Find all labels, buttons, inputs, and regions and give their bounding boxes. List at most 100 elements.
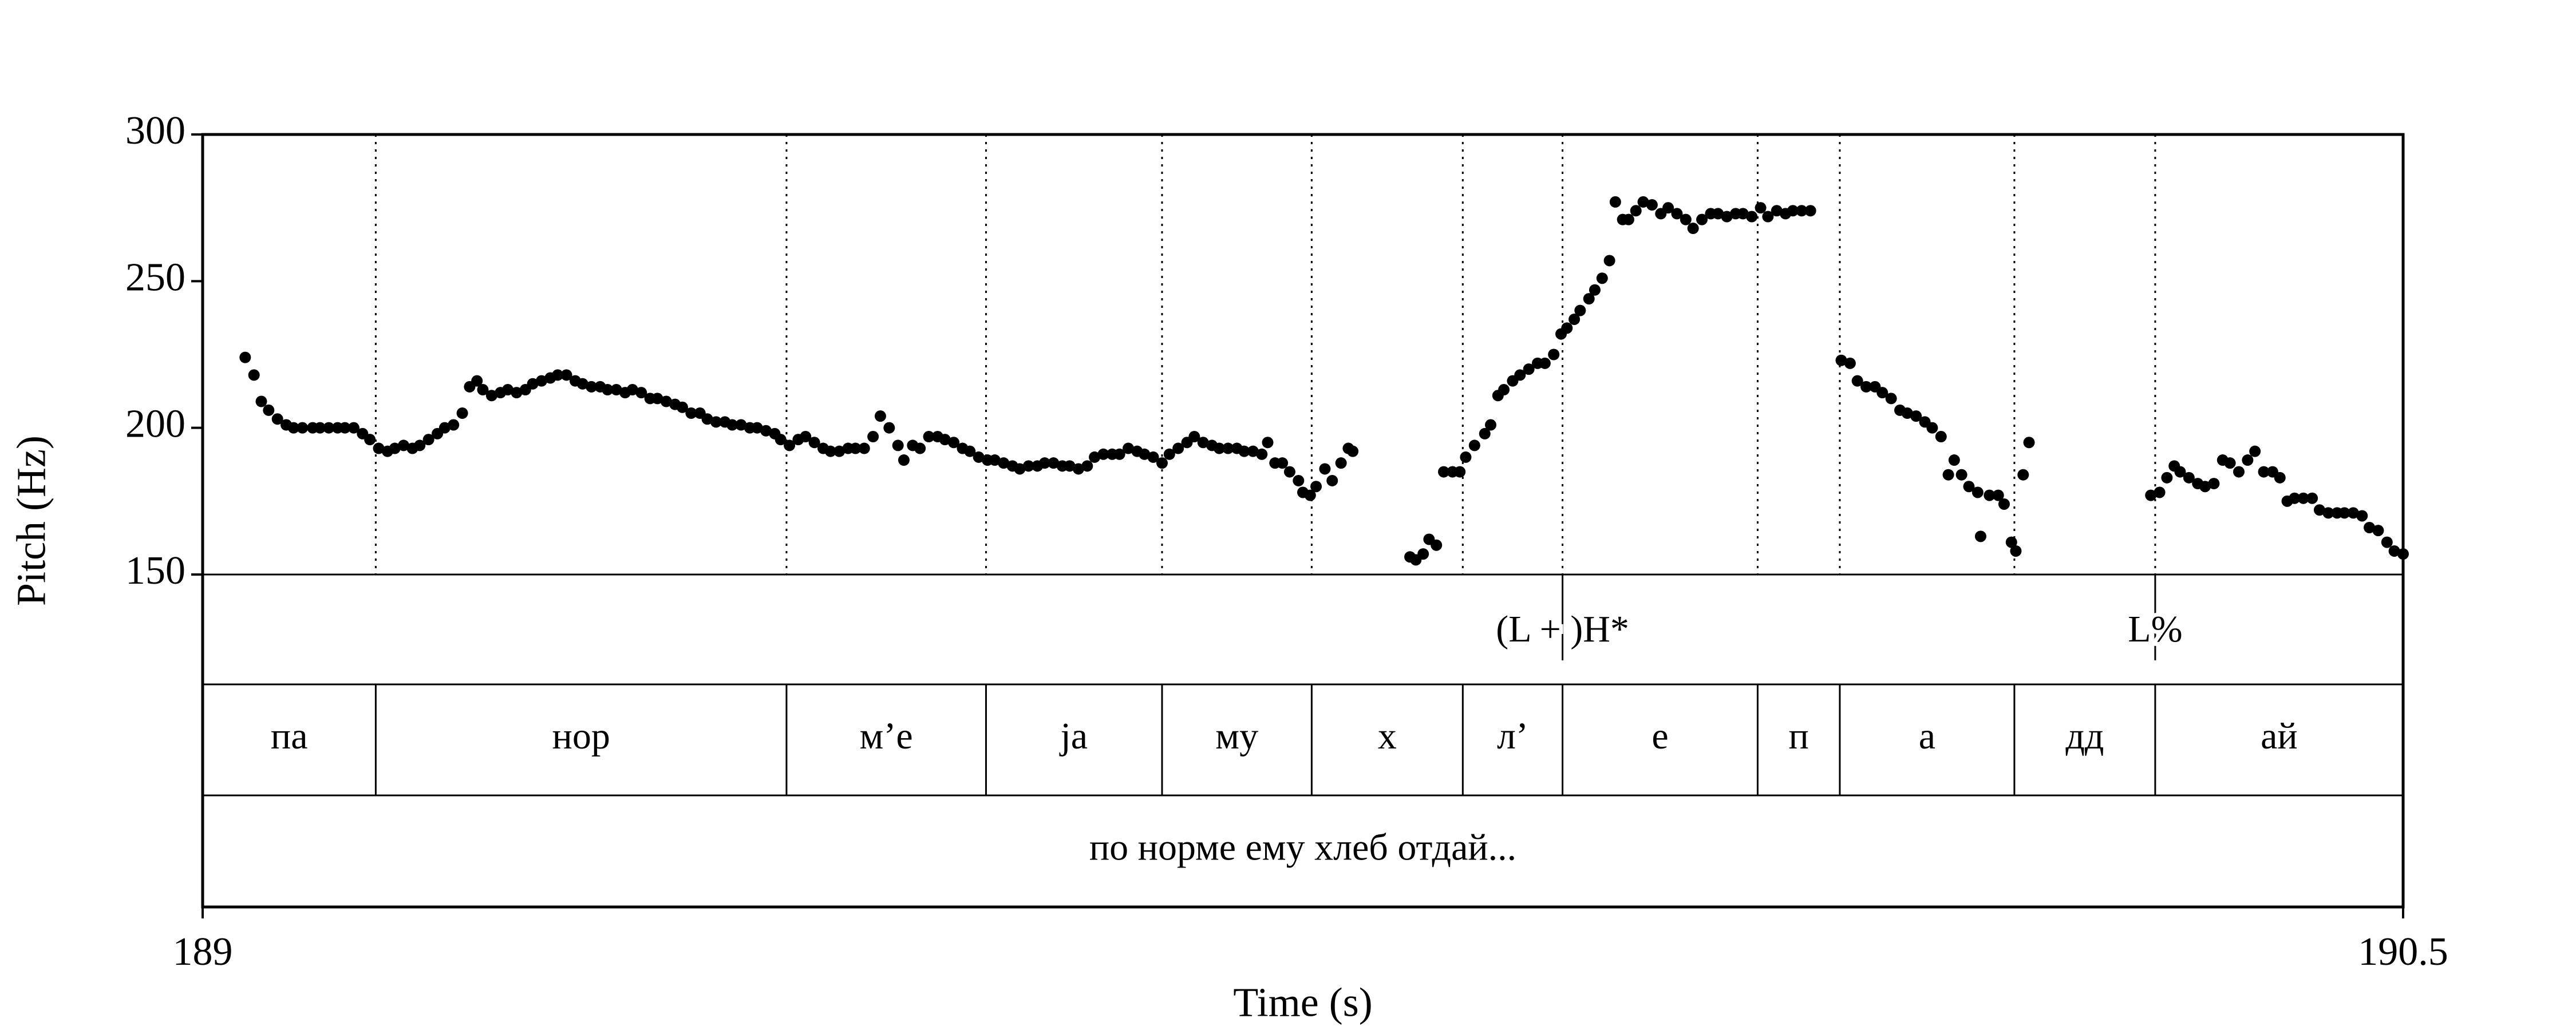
pitch-point <box>1310 481 1322 493</box>
pitch-point <box>1139 448 1151 460</box>
pitch-point <box>1876 387 1888 399</box>
pitch-point <box>1335 457 1347 469</box>
pitch-point <box>2381 536 2393 548</box>
pitch-point <box>1097 448 1109 460</box>
pitch-point <box>239 351 251 363</box>
pitch-point <box>1948 454 1960 466</box>
pitch-point <box>560 369 572 381</box>
pitch-point <box>874 410 886 422</box>
pitch-point <box>914 442 926 454</box>
pitch-point <box>760 425 772 437</box>
pitch-point <box>1992 489 2004 501</box>
x-tick-label: 190.5 <box>2358 930 2448 974</box>
pitch-point <box>576 378 588 390</box>
pitch-point <box>626 384 638 396</box>
pitch-point <box>1460 451 1472 463</box>
pitch-point <box>1048 457 1060 469</box>
syllable-label: па <box>271 715 308 757</box>
pitch-point <box>1222 442 1234 454</box>
syllable-label: дд <box>2065 715 2104 757</box>
pitch-point <box>1596 272 1608 284</box>
pitch-point <box>1603 255 1615 267</box>
syllable-label: л’ <box>1497 715 1528 757</box>
pitch-point <box>610 384 622 396</box>
pitch-point <box>1064 460 1076 472</box>
pitch-point <box>1589 284 1601 296</box>
pitch-point <box>1851 375 1863 387</box>
pitch-point <box>2397 548 2409 560</box>
pitch-point <box>511 387 523 399</box>
pitch-point <box>502 384 514 396</box>
pitch-point <box>651 393 663 405</box>
pitch-point <box>775 434 787 446</box>
pitch-point <box>1696 213 1708 225</box>
pitch-point <box>1213 442 1225 454</box>
pitch-point <box>2388 545 2400 557</box>
pitch-point <box>635 387 647 399</box>
pitch-point <box>2322 507 2334 519</box>
pitch-point <box>1147 451 1159 463</box>
sentence-label: по норме ему хлеб отдай... <box>1089 827 1516 869</box>
pitch-point <box>1942 469 1954 481</box>
pitch-point <box>1574 304 1586 316</box>
pitch-point <box>833 445 846 457</box>
pitch-point <box>1256 448 1268 460</box>
pitch-point <box>2208 478 2220 490</box>
pitch-point <box>1926 422 1938 434</box>
pitch-point <box>1479 427 1491 439</box>
pitch-point <box>710 416 722 428</box>
syllable-label: нор <box>552 715 610 757</box>
pitch-point <box>1609 196 1621 208</box>
pitch-point <box>323 422 335 434</box>
pitch-point <box>1755 202 1767 214</box>
pitch-point <box>2356 510 2368 522</box>
syllable-label: е <box>1652 715 1668 757</box>
pitch-point <box>1123 442 1135 454</box>
pitch-point <box>1804 205 1816 217</box>
pitch-point <box>1438 466 1450 478</box>
pitch-point <box>2183 472 2195 484</box>
pitch-point <box>2233 466 2245 478</box>
pitch-point <box>2347 507 2359 519</box>
pitch-point <box>2242 454 2254 466</box>
pitch-point <box>2372 525 2384 537</box>
pitch-point <box>735 419 747 431</box>
pitch-point <box>1971 486 1984 498</box>
pitch-point <box>1963 481 1975 493</box>
x-axis-label: Time (s) <box>1233 980 1372 1025</box>
pitch-point <box>1548 348 1560 360</box>
pitch-point <box>1304 489 1316 501</box>
pitch-point <box>1787 205 1799 217</box>
y-tick-label: 150 <box>125 549 185 593</box>
pitch-point <box>373 442 385 454</box>
pitch-point <box>602 384 614 396</box>
pitch-point <box>1188 431 1200 443</box>
pitch-point <box>1277 457 1289 469</box>
pitch-point <box>422 434 434 446</box>
pitch-point <box>1622 213 1634 225</box>
pitch-point <box>2010 545 2022 557</box>
pitch-point <box>923 431 935 443</box>
pitch-point <box>1468 439 1480 451</box>
pitch-point <box>1431 539 1443 551</box>
pitch-point <box>485 390 497 402</box>
pitch-point <box>1038 457 1050 469</box>
pitch-point <box>1072 463 1084 475</box>
pitch-point <box>1935 431 1947 443</box>
pitch-point <box>477 384 489 396</box>
pitch-point <box>1974 530 1986 542</box>
pitch-point <box>347 422 359 434</box>
pitch-point <box>867 431 879 443</box>
pitch-point <box>1910 410 1922 422</box>
pitch-point <box>1485 419 1497 431</box>
pitch-point <box>1835 354 1847 366</box>
pitch-point <box>2249 445 2261 457</box>
pitch-point <box>2224 457 2236 469</box>
pitch-point <box>389 442 401 454</box>
pitch-point <box>998 457 1010 469</box>
pitch-point <box>1746 211 1758 223</box>
pitch-point <box>263 404 275 416</box>
pitch-point <box>1319 463 1331 475</box>
pitch-point <box>2017 469 2029 481</box>
pitch-point <box>2258 466 2270 478</box>
